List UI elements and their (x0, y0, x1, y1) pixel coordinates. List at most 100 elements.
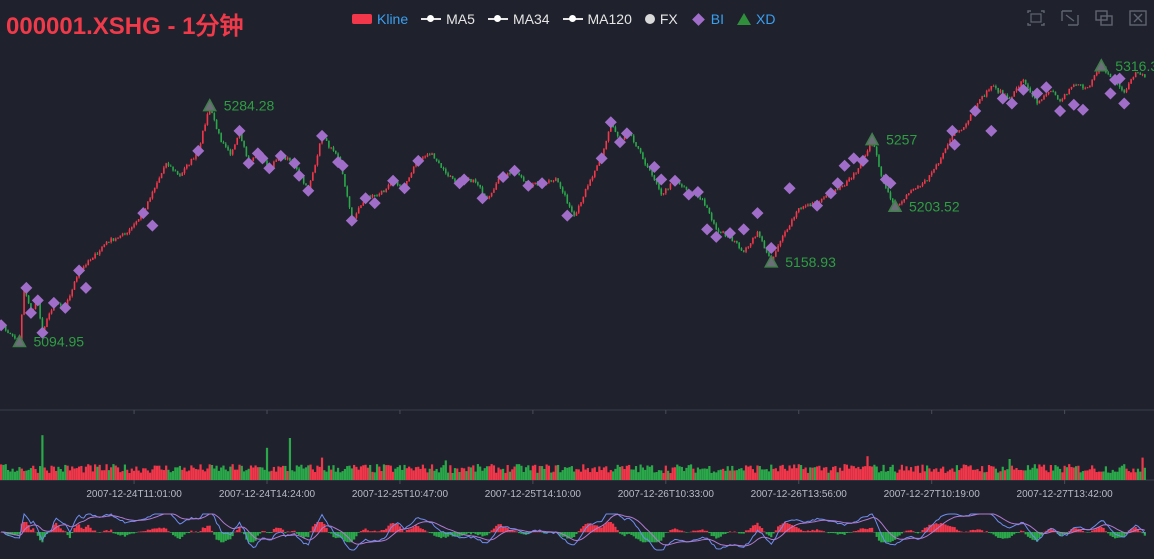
macd-bar (586, 523, 589, 533)
volume-bar (151, 469, 154, 480)
kline-candle (983, 96, 986, 98)
macd-bar (1107, 532, 1110, 534)
kline-candle (706, 205, 708, 208)
restore-icon[interactable] (1094, 9, 1114, 27)
macd-bar (926, 527, 929, 533)
macd-bar (261, 530, 264, 533)
legend-item-ma5[interactable]: MA5 (421, 11, 475, 27)
volume-bar (18, 467, 21, 480)
kline-candle (351, 207, 353, 221)
macd-bar (1061, 532, 1064, 536)
macd-bar (749, 528, 752, 533)
volume-bar (534, 464, 537, 480)
volume-bar (220, 467, 223, 480)
macd-bar (813, 530, 816, 533)
volume-bar (453, 468, 457, 480)
volume-bar (987, 464, 991, 480)
volume-bar (719, 469, 722, 480)
macd-bar (900, 532, 904, 534)
volume-bar (9, 471, 12, 480)
macd-bar (414, 525, 418, 533)
volume-bar (747, 466, 750, 480)
volume-bar (958, 470, 961, 480)
bi-marker (146, 219, 159, 232)
kline-candle (999, 90, 1002, 93)
kline-candle (745, 247, 747, 252)
legend-item-xd[interactable]: XD (737, 11, 775, 27)
volume-bar (946, 471, 949, 480)
macd-bar (871, 527, 874, 533)
macd-bar (738, 532, 741, 534)
volume-bar (29, 468, 33, 480)
zoom-icon[interactable] (1026, 9, 1046, 27)
macd-bar (758, 526, 761, 533)
kline-candle (928, 175, 931, 181)
macd-bar (728, 531, 732, 533)
volume-bar (1001, 466, 1004, 480)
volume-bar (795, 468, 798, 480)
volume-bar (25, 470, 28, 480)
bi-marker (1113, 72, 1126, 85)
macd-bar (930, 524, 933, 533)
macd-bar (848, 532, 851, 533)
kline-candle (346, 186, 349, 197)
macd-bar (981, 530, 984, 533)
zoom-reset-icon[interactable] (1060, 9, 1080, 27)
volume-bar (900, 464, 904, 480)
volume-bar (857, 466, 860, 480)
macd-bar (676, 529, 679, 533)
macd-bar (703, 530, 706, 533)
macd-bar (783, 522, 787, 533)
macd-bar (318, 522, 321, 533)
volume-bar (1074, 466, 1078, 480)
kline-candle (642, 152, 644, 160)
volume-bar (1118, 467, 1121, 480)
volume-bar (547, 465, 551, 480)
kline-candle (497, 178, 500, 184)
macd-bar (52, 524, 55, 533)
legend-item-ma34[interactable]: MA34 (487, 11, 550, 27)
legend-item-fx[interactable]: FX (644, 11, 678, 27)
volume-bar (797, 464, 800, 480)
macd-bar (456, 532, 459, 536)
macd-bar (325, 527, 328, 533)
kline-candle (864, 155, 867, 157)
volume-bar (843, 464, 846, 480)
volume-bar (990, 466, 993, 480)
volume-bar (799, 465, 803, 480)
kline-candle (823, 197, 825, 199)
macd-bar (685, 532, 688, 533)
kline-candle (605, 140, 608, 150)
kline-candle (112, 238, 115, 241)
legend-item-bi[interactable]: BI (691, 11, 724, 27)
volume-bar (259, 467, 262, 480)
kline-candle (362, 202, 365, 206)
volume-bar (515, 464, 518, 480)
macd-bar (623, 532, 626, 537)
legend-item-ma120[interactable]: MA120 (562, 11, 632, 27)
volume-bar (394, 468, 397, 480)
macd-bar (71, 532, 74, 534)
kline-candle (474, 179, 477, 183)
legend-item-kline[interactable]: Kline (352, 11, 408, 27)
kline-candle (660, 188, 663, 195)
kline-candle (396, 181, 399, 186)
macd-bar (114, 532, 117, 534)
macd-bar (1081, 530, 1085, 533)
volume-bar (854, 468, 858, 480)
bi-marker (856, 154, 869, 167)
volume-bar (646, 465, 649, 480)
volume-bar (1031, 467, 1034, 480)
kline-candle (224, 143, 227, 147)
macd-bar (829, 532, 832, 533)
volume-bar (87, 464, 90, 480)
volume-bar (944, 472, 947, 480)
macd-bar (760, 528, 764, 533)
volume-bar (433, 470, 436, 480)
volume-bar (197, 469, 200, 480)
clear-icon[interactable] (1128, 9, 1148, 27)
kline-candle (14, 335, 16, 339)
kline-candle (169, 165, 172, 167)
volume-bar (389, 465, 392, 480)
